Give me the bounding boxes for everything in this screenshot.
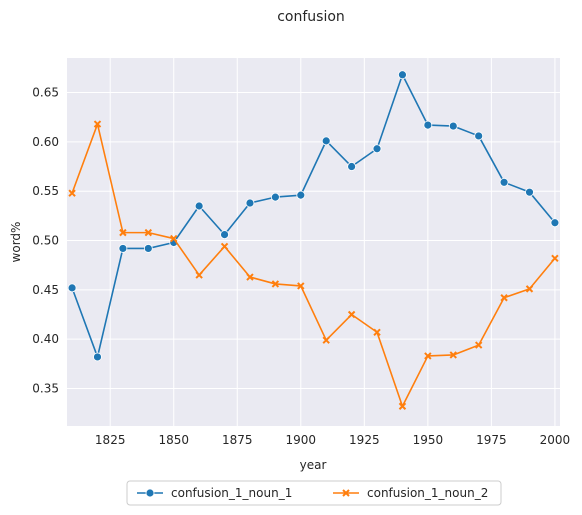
legend-item-1: confusion_1_noun_1 [137,486,292,500]
data-point [551,254,559,262]
data-point [449,351,457,359]
x-axis-ticks: 1825 1850 1875 1900 1925 1950 1975 2000 [95,433,570,447]
data-point [373,328,381,336]
series-2 [68,120,559,410]
grid-lines [67,58,560,426]
y-axis-ticks: 0.35 0.40 0.45 0.50 0.55 0.60 0.65 [32,86,59,396]
data-point [68,189,76,197]
y-tick-label: 0.40 [32,332,59,346]
data-point [297,282,305,290]
y-tick-label: 0.60 [32,135,59,149]
chart-title: confusion [277,9,345,25]
y-tick-label: 0.55 [32,184,59,198]
data-point [220,230,229,240]
data-point [424,352,432,360]
data-point [525,285,534,293]
x-tick-label: 1900 [286,433,317,447]
data-point [195,271,203,279]
data-point [321,136,331,146]
data-point [347,310,356,319]
plot-area [67,58,560,426]
series-line-2 [71,123,556,408]
data-point [499,177,509,187]
legend-label: confusion_1_noun_1 [171,486,292,500]
data-point [398,70,407,80]
legend-marker [145,488,155,498]
data-point [398,402,407,410]
data-point [93,120,102,128]
data-point [118,244,128,253]
y-tick-label: 0.45 [32,283,59,297]
data-point [270,192,280,202]
data-point [448,121,458,131]
data-point [246,273,254,281]
data-point [67,283,77,293]
data-point [119,228,127,237]
x-tick-label: 1875 [222,433,253,447]
legend-item-2: confusion_1_noun_2 [333,486,488,500]
legend-box [126,480,502,506]
x-tick-label: 1825 [95,433,126,447]
x-tick-label: 1925 [349,433,380,447]
data-point [296,190,306,200]
y-axis-label: word% [9,222,23,263]
data-point [500,294,508,302]
x-axis-label: year [300,458,327,472]
data-point [474,341,483,349]
series-layer [67,70,560,410]
data-point [170,234,178,243]
legend-marker [342,489,350,497]
data-point [322,336,330,344]
y-tick-label: 0.65 [32,86,59,100]
data-point [194,201,204,211]
legend-label: confusion_1_noun_2 [367,486,488,500]
data-point [423,120,433,130]
data-point [93,352,102,362]
data-point [271,280,280,288]
legend: confusion_1_noun_1 confusion_1_noun_2 [126,480,502,506]
data-point [525,187,534,197]
data-point [144,228,153,237]
x-tick-label: 1975 [476,433,507,447]
x-tick-label: 1850 [158,433,189,447]
y-tick-label: 0.35 [32,382,59,396]
data-point [372,144,382,154]
series-1 [67,70,560,362]
data-point [347,162,357,171]
data-point [245,198,255,208]
x-tick-label: 2000 [540,433,571,447]
data-point [474,131,484,141]
x-tick-label: 1950 [413,433,444,447]
y-tick-label: 0.50 [32,234,59,248]
data-point [220,242,229,251]
data-point [143,244,153,253]
data-point [550,218,560,228]
